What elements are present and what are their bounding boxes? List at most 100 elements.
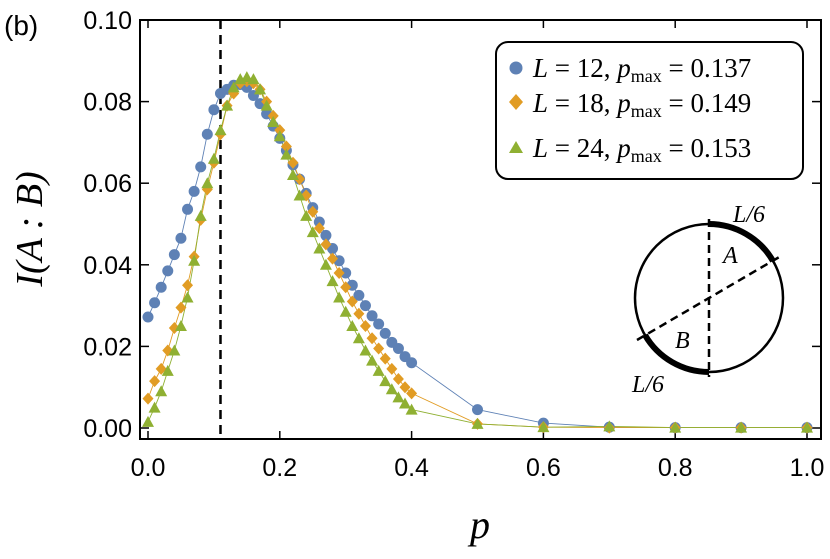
data-point: [149, 375, 161, 388]
data-point: [274, 124, 286, 137]
data-point: [155, 362, 167, 375]
legend: L = 12, pmax = 0.137 L = 18, pmax = 0.14…: [495, 41, 804, 180]
data-point: [373, 342, 385, 355]
y-axis-label: I(A : B): [9, 171, 51, 287]
inset-region-b: B: [675, 328, 690, 354]
data-point: [188, 254, 201, 266]
axis-ticks: [140, 19, 821, 439]
data-point: [399, 381, 411, 394]
data-point: [142, 415, 154, 427]
y-tick-labels: 0.00 0.02 0.04 0.06 0.08 0.10: [83, 7, 132, 443]
x-tick-label: 1.0: [790, 454, 825, 482]
data-point: [359, 300, 371, 312]
data-point: [366, 310, 378, 322]
data-point: [366, 354, 379, 366]
panel-label: (b): [4, 10, 38, 41]
data-point: [392, 342, 404, 354]
data-point: [155, 281, 167, 293]
inset-diagonal-cut: [636, 254, 782, 342]
data-point: [307, 205, 319, 218]
data-point: [326, 275, 339, 287]
data-point: [168, 249, 180, 261]
data-point: [286, 169, 299, 181]
data-point: [346, 320, 359, 331]
data-point: [399, 397, 412, 409]
region-b-arc: [642, 333, 710, 375]
data-point: [392, 391, 405, 403]
data-point: [471, 417, 484, 429]
data-point: [201, 128, 213, 140]
data-point: [148, 401, 161, 413]
data-point: [149, 297, 161, 309]
data-point: [333, 291, 346, 303]
data-point: [306, 226, 319, 238]
data-point: [182, 279, 194, 292]
data-point: [175, 232, 187, 244]
legend-entry-l12: L = 12, pmax = 0.137: [532, 53, 751, 86]
data-point: [379, 375, 392, 387]
data-point: [182, 203, 194, 215]
data-point: [340, 281, 352, 294]
y-tick-label: 0.06: [83, 170, 132, 198]
legend-triangle-marker: [509, 141, 523, 153]
data-point: [300, 209, 313, 221]
data-point: [366, 332, 378, 345]
legend-diamond-marker: [509, 94, 523, 110]
data-point: [319, 258, 332, 270]
legend-circle-marker: [509, 61, 523, 75]
data-point: [379, 352, 391, 365]
x-tick-label: 0.0: [131, 454, 166, 482]
series-L24-markers: [142, 71, 813, 433]
data-point: [254, 83, 267, 95]
data-point: [313, 242, 326, 254]
data-point: [188, 185, 200, 197]
x-tick-label: 0.6: [526, 454, 561, 482]
data-point: [293, 189, 306, 201]
data-point: [155, 385, 168, 397]
data-point: [340, 267, 352, 279]
data-point: [174, 320, 187, 331]
x-tick-labels: 0.0 0.2 0.4 0.6 0.8 1.0: [131, 454, 825, 482]
x-axis-label: p: [467, 502, 490, 547]
y-tick-label: 0.04: [83, 252, 132, 280]
inset-partition-diagram: L/6 A B L/6: [631, 202, 785, 398]
legend-box: [495, 41, 804, 180]
data-point: [194, 209, 207, 221]
data-point: [175, 301, 187, 314]
x-tick-label: 0.4: [394, 454, 429, 482]
data-point: [386, 362, 398, 375]
data-point: [373, 318, 385, 330]
data-point: [162, 265, 174, 277]
data-point: [327, 252, 339, 265]
data-point: [352, 332, 365, 344]
data-point: [735, 421, 748, 433]
data-point: [603, 420, 616, 432]
data-point: [280, 148, 293, 160]
data-point: [405, 403, 418, 415]
y-tick-label: 0.10: [83, 7, 132, 35]
data-point: [201, 177, 214, 189]
inset-label-bottom: L/6: [631, 372, 664, 398]
data-point: [537, 421, 550, 433]
data-point: [372, 364, 385, 376]
data-point: [333, 266, 345, 279]
data-point: [392, 373, 404, 386]
data-point: [385, 383, 398, 395]
data-point: [280, 140, 292, 153]
data-point: [273, 130, 286, 142]
legend-entry-l24: L = 24, pmax = 0.153: [532, 133, 751, 166]
data-point: [353, 307, 365, 320]
data-point: [260, 99, 273, 111]
data-markers: [142, 71, 813, 434]
data-point: [181, 291, 194, 303]
data-point: [313, 216, 325, 228]
x-tick-label: 0.2: [262, 454, 297, 482]
data-point: [208, 104, 220, 116]
inset-region-a: A: [721, 243, 738, 269]
data-point: [142, 311, 154, 323]
data-point: [214, 124, 227, 136]
x-tick-label: 0.8: [658, 454, 693, 482]
data-point: [221, 99, 234, 111]
data-point: [195, 161, 207, 173]
y-tick-label: 0.08: [83, 89, 132, 117]
